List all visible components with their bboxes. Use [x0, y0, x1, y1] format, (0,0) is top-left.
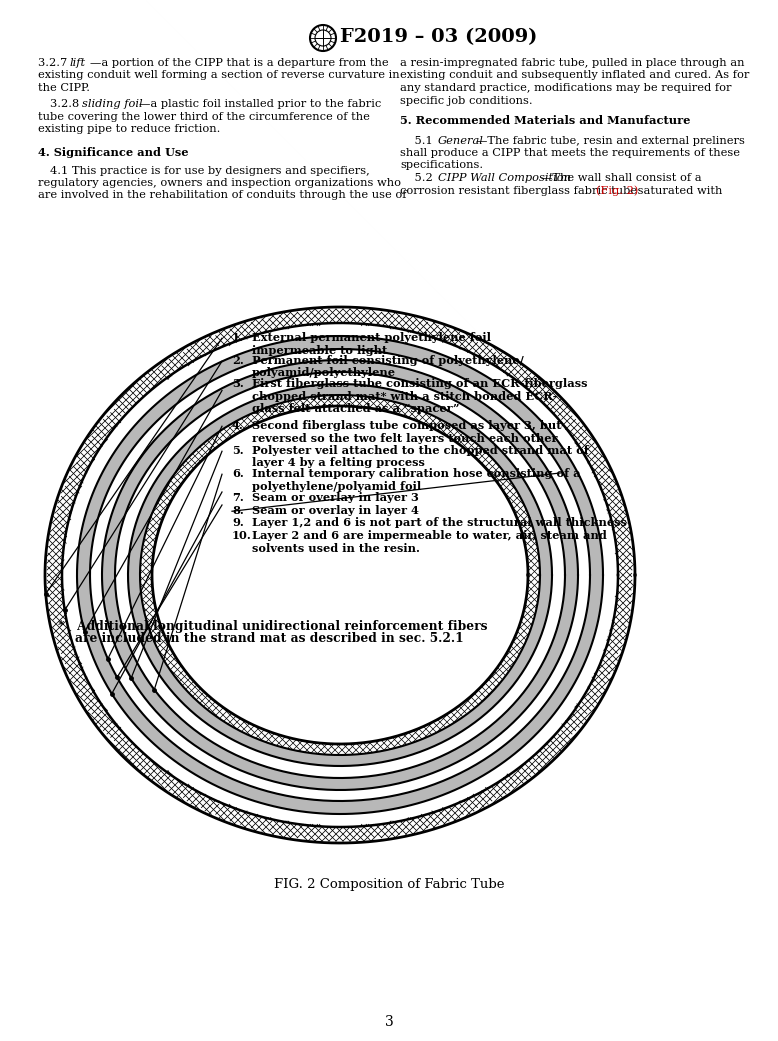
Text: —a portion of the CIPP that is a departure from the: —a portion of the CIPP that is a departu… [90, 58, 389, 68]
Text: 5.1: 5.1 [400, 135, 436, 146]
Text: existing pipe to reduce friction.: existing pipe to reduce friction. [38, 124, 220, 134]
Text: tube covering the lower third of the circumference of the: tube covering the lower third of the cir… [38, 111, 370, 122]
Text: chopped strand mat* with a stitch bonded ECR-: chopped strand mat* with a stitch bonded… [252, 390, 557, 402]
Text: regulatory agencies, owners and inspection organizations who: regulatory agencies, owners and inspecti… [38, 178, 401, 188]
Text: are involved in the rehabilitation of conduits through the use of: are involved in the rehabilitation of co… [38, 191, 406, 201]
Text: —a plastic foil installed prior to the fabric: —a plastic foil installed prior to the f… [139, 99, 381, 109]
Text: 3.2.8: 3.2.8 [50, 99, 83, 109]
Text: 3.: 3. [232, 378, 244, 389]
Text: the CIPP.: the CIPP. [38, 83, 90, 93]
Text: any standard practice, modifications may be required for: any standard practice, modifications may… [400, 83, 731, 93]
Text: shall produce a CIPP that meets the requirements of these: shall produce a CIPP that meets the requ… [400, 148, 740, 158]
Text: corrosion resistant fiberglass fabric tube: corrosion resistant fiberglass fabric tu… [400, 185, 641, 196]
Text: *   Additional longitudinal unidirectional reinforcement fibers: * Additional longitudinal unidirectional… [58, 620, 488, 633]
Text: 4.: 4. [232, 420, 244, 431]
Text: External permanent polyethylene foil: External permanent polyethylene foil [252, 332, 491, 342]
Polygon shape [102, 360, 578, 790]
Text: 5.: 5. [232, 445, 244, 456]
Text: a resin-impregnated fabric tube, pulled in place through an: a resin-impregnated fabric tube, pulled … [400, 58, 745, 68]
Text: —The fabric tube, resin and external preliners: —The fabric tube, resin and external pre… [476, 135, 745, 146]
Text: Second fiberglass tube composed as layer 3, but: Second fiberglass tube composed as layer… [252, 420, 562, 431]
Text: F2019 – 03 (2009): F2019 – 03 (2009) [340, 28, 538, 46]
Text: 6.: 6. [232, 468, 244, 479]
Text: reversed so the two felt layers touch each other: reversed so the two felt layers touch ea… [252, 432, 558, 443]
Text: lift: lift [70, 58, 86, 68]
Text: impermeable to light: impermeable to light [252, 345, 387, 355]
Text: Seam or overlay in layer 3: Seam or overlay in layer 3 [252, 492, 419, 503]
Text: 5.2: 5.2 [400, 173, 436, 183]
Text: Internal temporary calibration hose consisting of a: Internal temporary calibration hose cons… [252, 468, 580, 479]
Text: FIG. 2 Composition of Fabric Tube: FIG. 2 Composition of Fabric Tube [274, 878, 504, 891]
Text: —The wall shall consist of a: —The wall shall consist of a [541, 173, 702, 183]
Polygon shape [128, 384, 552, 766]
Ellipse shape [40, 302, 640, 848]
Text: 3: 3 [384, 1015, 394, 1029]
Text: (Fig. 2): (Fig. 2) [596, 185, 638, 196]
Text: 4.1 This practice is for use by designers and specifiers,: 4.1 This practice is for use by designer… [50, 166, 370, 176]
Text: 7.: 7. [232, 492, 244, 503]
Text: Seam or overlay in layer 4: Seam or overlay in layer 4 [252, 505, 419, 516]
Text: 10.: 10. [232, 530, 252, 541]
Polygon shape [152, 406, 528, 744]
Text: specific job conditions.: specific job conditions. [400, 96, 533, 105]
Text: CIPP Wall Composition: CIPP Wall Composition [438, 173, 571, 183]
Text: 2.: 2. [232, 355, 244, 366]
Text: glass felt attached as a “spacer”: glass felt attached as a “spacer” [252, 403, 460, 414]
Text: layer 4 by a felting process: layer 4 by a felting process [252, 457, 425, 468]
Text: 4. Significance and Use: 4. Significance and Use [38, 147, 188, 158]
Text: 8.: 8. [232, 505, 244, 516]
Text: polyethylene/polyamid foil: polyethylene/polyamid foil [252, 481, 421, 491]
Text: polyamid/polyethylene: polyamid/polyethylene [252, 367, 396, 379]
Text: First fiberglass tube consisting of an ECR-fiberglass: First fiberglass tube consisting of an E… [252, 378, 587, 389]
Text: specifications.: specifications. [400, 160, 483, 171]
Polygon shape [77, 336, 603, 814]
Text: existing conduit well forming a section of reverse curvature in: existing conduit well forming a section … [38, 71, 400, 80]
Text: Layer 2 and 6 are impermeable to water, air, steam and: Layer 2 and 6 are impermeable to water, … [252, 530, 607, 541]
Text: Layer 1,2 and 6 is not part of the structural wall thickness: Layer 1,2 and 6 is not part of the struc… [252, 517, 627, 528]
Text: existing conduit and subsequently inflated and cured. As for: existing conduit and subsequently inflat… [400, 71, 749, 80]
Text: Permanent foil consisting of polyethylene/: Permanent foil consisting of polyethylen… [252, 355, 524, 366]
Text: 1.: 1. [232, 332, 244, 342]
Text: are included in the strand mat as described in sec. 5.2.1: are included in the strand mat as descri… [58, 633, 464, 645]
Text: sliding foil: sliding foil [82, 99, 142, 109]
Text: 5. Recommended Materials and Manufacture: 5. Recommended Materials and Manufacture [400, 116, 690, 127]
Text: 3.2.7: 3.2.7 [38, 58, 71, 68]
Text: 9.: 9. [232, 517, 244, 528]
Text: saturated with: saturated with [633, 185, 722, 196]
Text: Polyester veil attached to the chopped strand mat of: Polyester veil attached to the chopped s… [252, 445, 589, 456]
Text: solvents used in the resin.: solvents used in the resin. [252, 542, 420, 554]
Text: General: General [438, 135, 484, 146]
